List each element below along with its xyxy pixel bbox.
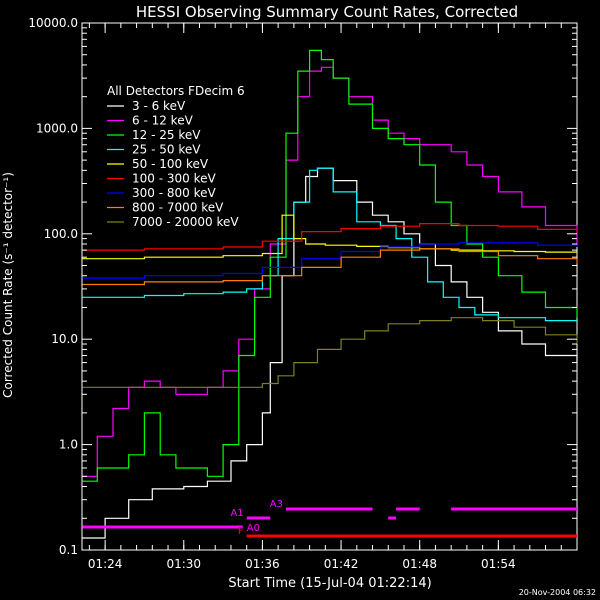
legend-title: All Detectors FDecim 6 bbox=[107, 84, 245, 98]
annotation-layer: A3 A1 A0F bbox=[82, 499, 577, 538]
legend-entry: 6 - 12 keV bbox=[132, 114, 194, 128]
series-line-3 bbox=[82, 167, 577, 322]
legend-entry: 800 - 7000 keV bbox=[132, 201, 224, 215]
legend-entry: 300 - 800 keV bbox=[132, 186, 216, 200]
annotation-label: A0 bbox=[247, 523, 260, 534]
series-line-6 bbox=[82, 242, 578, 279]
y-tick-label: 1.0 bbox=[59, 438, 78, 452]
y-tick-label: 10000.0 bbox=[28, 16, 78, 30]
x-tick-label: 01:36 bbox=[245, 557, 280, 571]
series-line-8 bbox=[82, 317, 578, 388]
legend-entry: 7000 - 20000 keV bbox=[132, 215, 239, 229]
axis-layer: 0.1 1.0 10.0 100.0 1000.0 10000.0 01:24 01:30 01… bbox=[28, 16, 577, 571]
x-tick-label: 01:24 bbox=[88, 557, 123, 571]
y-tick-label: 100.0 bbox=[44, 227, 78, 241]
y-axis-label: Corrected Count Rate (s⁻¹ detector⁻¹) bbox=[1, 172, 15, 398]
annotation-label: A3 bbox=[270, 499, 283, 510]
y-tick-label: 10.0 bbox=[51, 332, 78, 346]
y-tick-label: 0.1 bbox=[59, 543, 78, 557]
x-tick-label: 01:42 bbox=[324, 557, 359, 571]
x-axis-label: Start Time (15-Jul-04 01:22:14) bbox=[228, 576, 431, 591]
x-tick-label: 01:48 bbox=[402, 557, 437, 571]
legend-entry: 25 - 50 keV bbox=[132, 143, 201, 157]
series-layer bbox=[82, 49, 578, 539]
chart-title: HESSI Observing Summary Count Rates, Cor… bbox=[136, 3, 518, 21]
y-tick-label: 1000.0 bbox=[36, 121, 78, 135]
series-line-2 bbox=[82, 49, 578, 482]
footer-timestamp: 20-Nov-2004 06:32 bbox=[519, 588, 596, 597]
annotation-label: F bbox=[238, 526, 244, 537]
x-tick-label: 01:54 bbox=[481, 557, 516, 571]
legend-entry: 3 - 6 keV bbox=[132, 99, 186, 113]
legend-entry: 12 - 25 keV bbox=[132, 128, 201, 142]
plot-frame bbox=[81, 22, 578, 551]
legend-entry: 50 - 100 keV bbox=[132, 157, 209, 171]
series-line-4 bbox=[82, 214, 578, 260]
annotation-label: A1 bbox=[230, 508, 243, 519]
series-line-5 bbox=[82, 223, 578, 251]
legend-entry: 100 - 300 keV bbox=[132, 172, 216, 186]
series-line-7 bbox=[82, 248, 578, 286]
x-tick-label: 01:30 bbox=[166, 557, 201, 571]
